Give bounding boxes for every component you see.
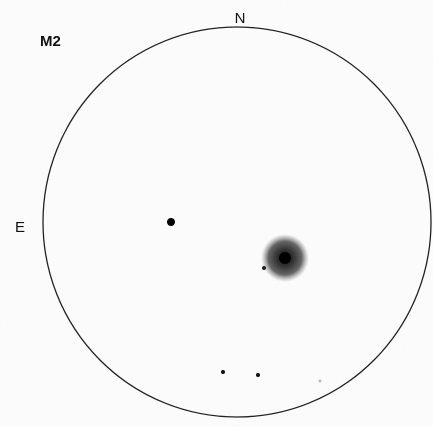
north-label: N [235,10,246,27]
star [262,266,266,270]
east-label: E [15,219,25,236]
faint-star [318,379,322,383]
star [256,373,260,377]
field-of-view [42,26,432,418]
star [221,370,225,374]
globular-cluster-core [279,252,291,264]
object-title: M2 [40,33,61,50]
star [167,218,175,226]
